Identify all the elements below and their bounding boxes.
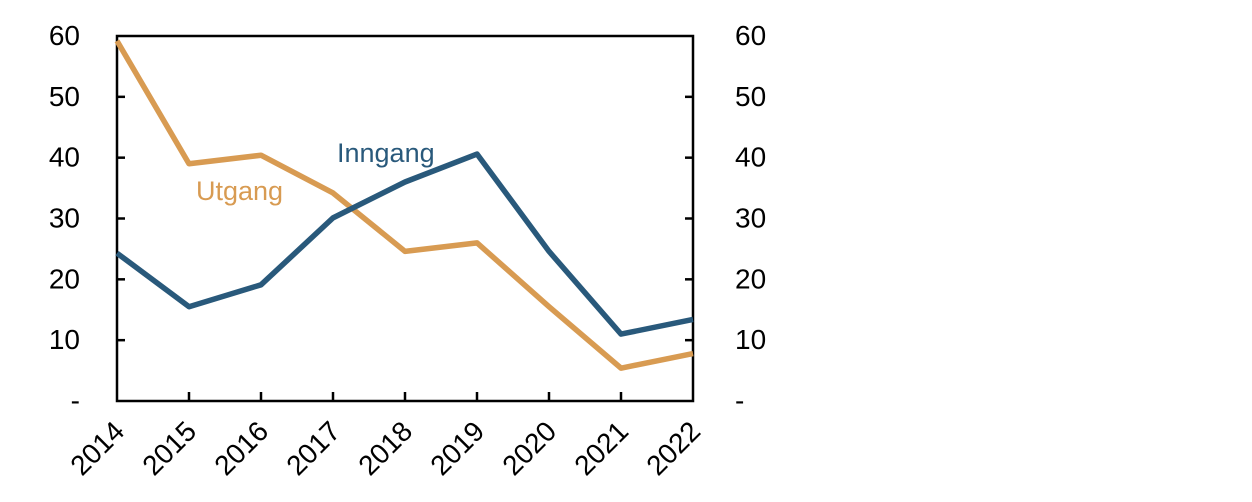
y-axis-label-right: 20 <box>735 263 766 294</box>
x-axis-label: 2018 <box>352 415 418 481</box>
x-axis-label: 2022 <box>640 415 706 481</box>
inngang-series-label: Inngang <box>337 138 435 168</box>
x-axis-label: 2017 <box>280 415 346 481</box>
y-axis-label-left: 60 <box>49 20 80 51</box>
x-axis-label: 2014 <box>64 415 130 481</box>
axis-ticks <box>117 95 693 401</box>
y-axis-label-left: 20 <box>49 263 80 294</box>
utgang-series-label: Utgang <box>196 176 284 206</box>
x-axis-labels: 2014 2015 2016 2017 2018 2019 2020 2021 2022 <box>64 415 706 481</box>
x-axis-label: 2021 <box>568 415 634 481</box>
y-axis-label-right: - <box>735 385 744 416</box>
y-axis-label-right: 60 <box>735 20 766 51</box>
utgang-line <box>114 39 694 371</box>
y-axis-label-left: 50 <box>49 81 80 112</box>
x-axis-label: 2016 <box>208 415 274 481</box>
y-axis-label-left: 40 <box>49 142 80 173</box>
y-axis-label-right: 10 <box>735 324 766 355</box>
inngang-line <box>115 151 694 337</box>
y-axis-label-right: 40 <box>735 142 766 173</box>
y-axis-label-right: 30 <box>735 203 766 234</box>
plot-border <box>115 34 695 403</box>
y-axis-labels-right: 60 50 40 30 20 10 - <box>735 20 766 416</box>
y-axis-label-right: 50 <box>735 81 766 112</box>
x-axis-label: 2020 <box>496 415 562 481</box>
x-axis-label: 2019 <box>424 415 490 481</box>
y-axis-label-left: 10 <box>49 324 80 355</box>
y-axis-labels-left: 60 50 40 30 20 10 - <box>49 20 80 416</box>
y-axis-label-left: - <box>71 385 80 416</box>
y-axis-label-left: 30 <box>49 203 80 234</box>
x-axis-label: 2015 <box>136 415 202 481</box>
